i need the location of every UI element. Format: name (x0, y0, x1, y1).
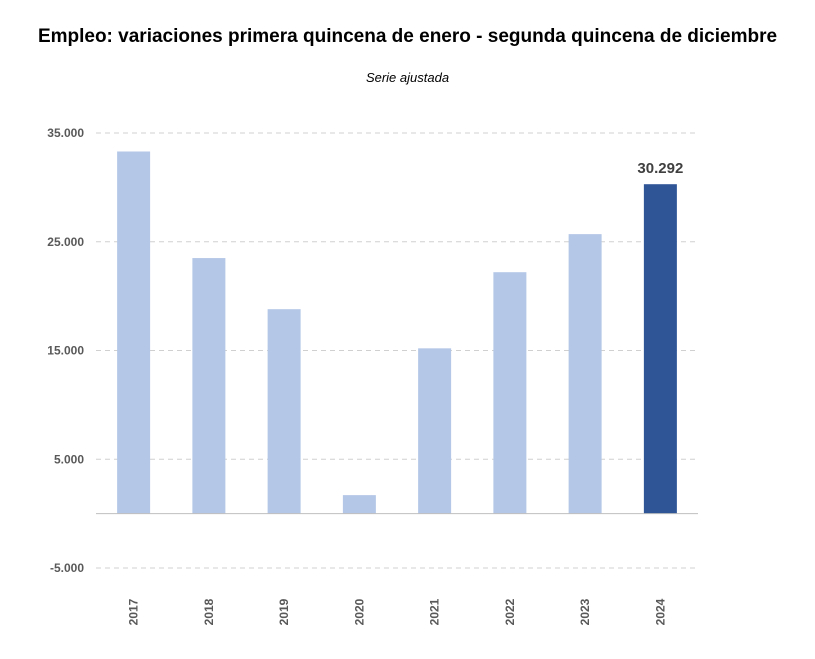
bar-2020 (342, 495, 376, 514)
y-tick-label: 15.000 (47, 344, 84, 358)
bar-2017 (117, 151, 151, 514)
y-tick-label: 25.000 (47, 235, 84, 249)
x-category-label: 2019 (277, 598, 291, 625)
x-category-label: 2021 (428, 598, 442, 625)
data-labels: 30.292 (637, 160, 683, 177)
x-category-label: 2020 (352, 598, 366, 625)
chart-title: Empleo: variaciones primera quincena de … (37, 26, 778, 47)
x-category-label: 2023 (578, 598, 592, 625)
y-axis-ticks: -5.000 5.000 15.000 25.000 35.000 (47, 126, 84, 575)
y-tick-label: 35.000 (47, 126, 84, 140)
grid-lines (96, 132, 698, 569)
y-tick-label: -5.000 (50, 561, 84, 575)
bar-2021 (418, 348, 452, 514)
y-tick-label: 5.000 (54, 452, 84, 466)
bars (117, 151, 677, 514)
x-axis-categories: 2017 2018 2019 2020 2021 2022 2023 2024 (127, 598, 668, 625)
bar-2023 (568, 234, 602, 514)
x-category-label: 2018 (202, 598, 216, 625)
bar-2019 (267, 309, 301, 514)
bar-2018 (192, 258, 226, 514)
x-category-label: 2024 (653, 598, 667, 625)
chart-subtitle: Serie ajustada (365, 70, 450, 85)
x-category-label: 2017 (127, 598, 141, 625)
data-label: 30.292 (637, 160, 683, 177)
bar-2022 (493, 272, 527, 514)
bar-2024 (643, 184, 677, 514)
x-category-label: 2022 (503, 598, 517, 625)
